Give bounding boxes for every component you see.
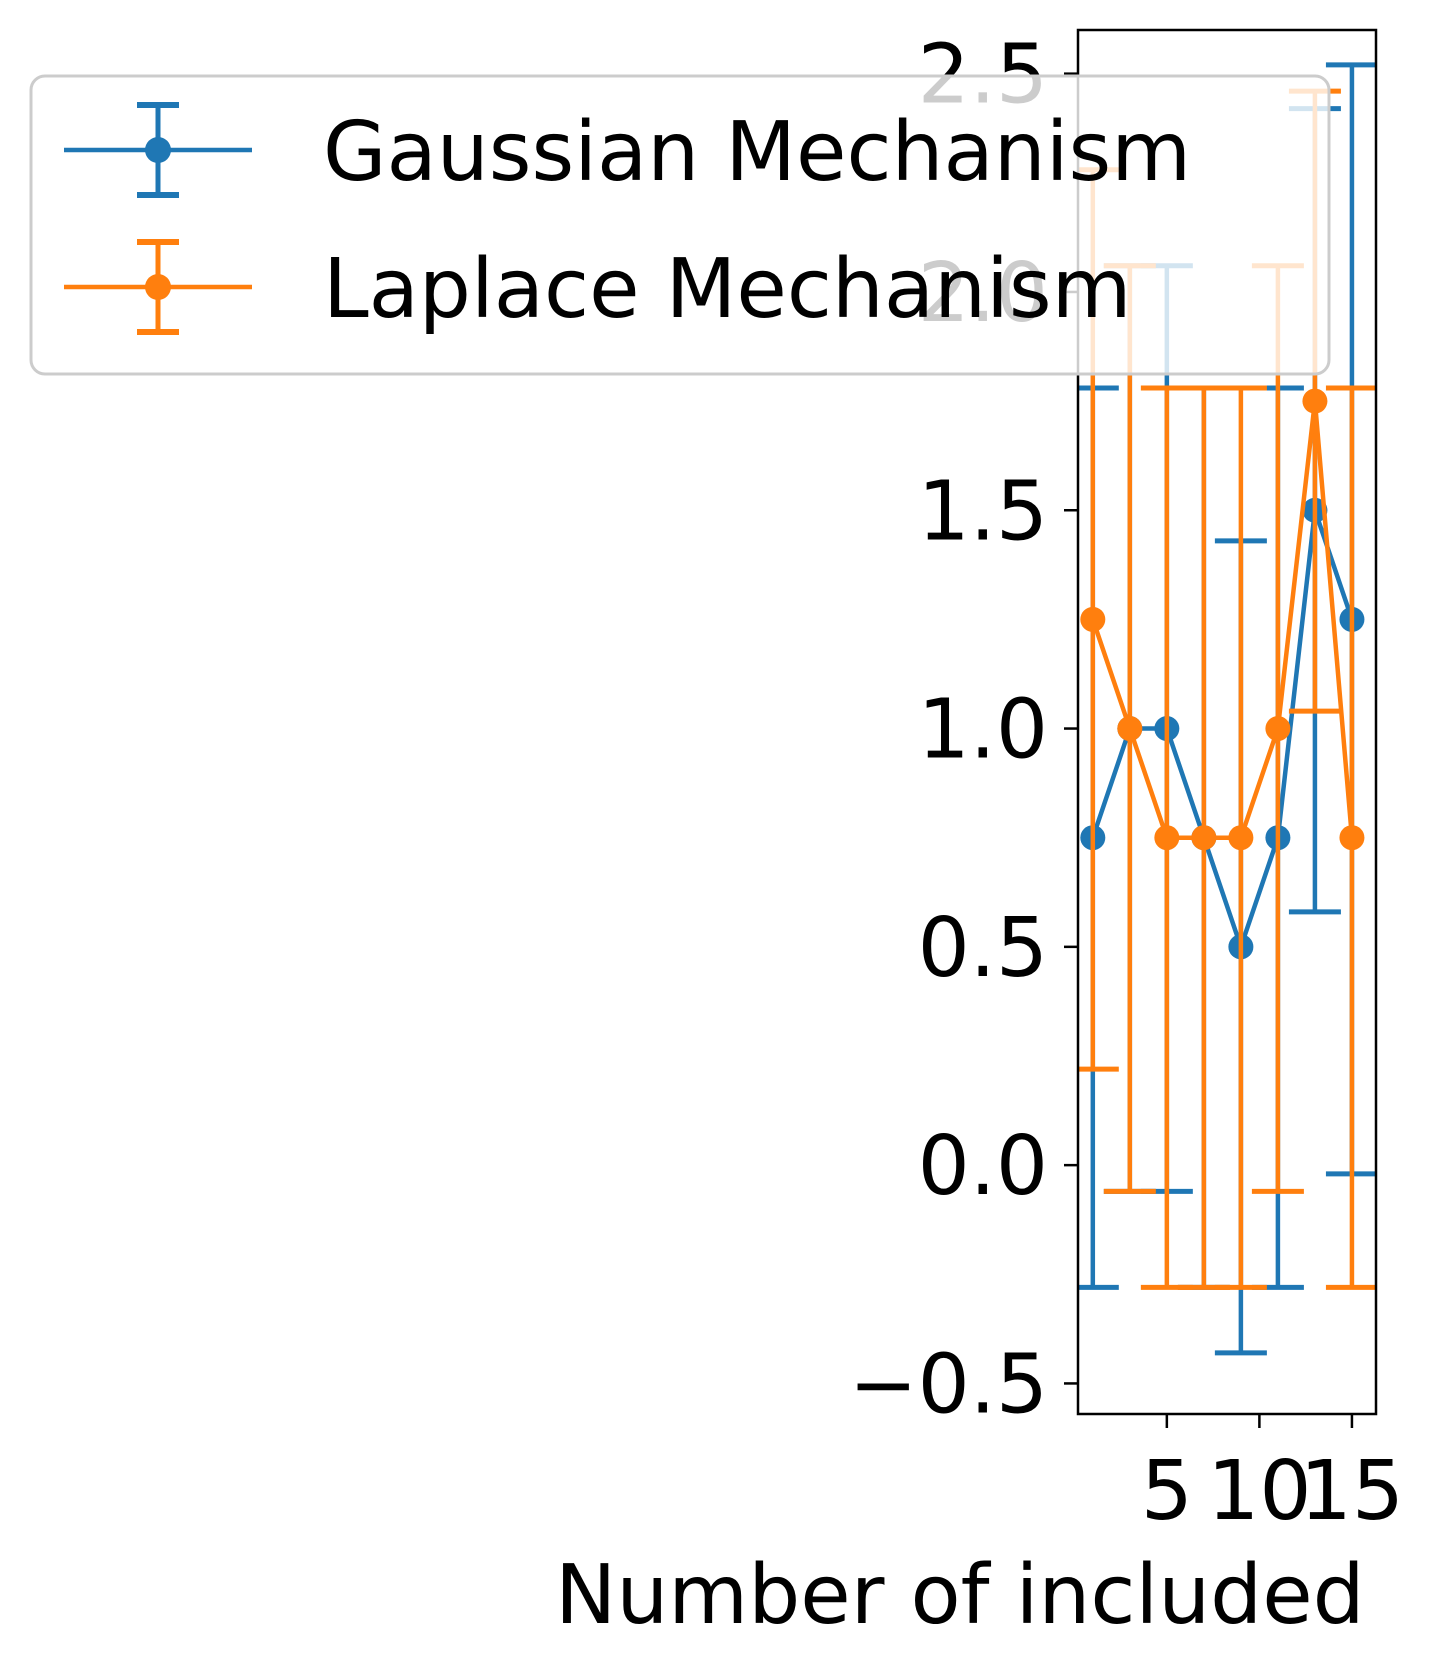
legend-marker [145, 137, 171, 163]
y-tick-label: 1.5 [918, 464, 1048, 559]
x-tick-label: 15 [1300, 1444, 1404, 1539]
legend-marker [145, 274, 171, 300]
legend-entry-1: Gaussian Mechanism [64, 102, 1191, 200]
data-point [1228, 825, 1254, 851]
legend-label: Laplace Mechanism [323, 242, 1131, 337]
data-point [1191, 825, 1217, 851]
legend-entry-2: Laplace Mechanism [64, 239, 1131, 337]
x-axis-label: Number of included [555, 1548, 1365, 1643]
legend-label: Gaussian Mechanism [323, 105, 1191, 200]
x-tick-label: 10 [1207, 1444, 1311, 1539]
data-point [1302, 388, 1328, 414]
data-point [1339, 825, 1365, 851]
data-point [1117, 716, 1143, 742]
legend-box [29, 74, 1331, 376]
x-tick-label: 5 [1141, 1444, 1193, 1539]
y-tick-label: −0.5 [849, 1337, 1048, 1432]
data-point [1154, 825, 1180, 851]
y-tick-label: 0.0 [918, 1119, 1048, 1214]
legend: Gaussian Mechanism Laplace Mechanism [29, 74, 1331, 376]
y-tick-label: 1.0 [918, 683, 1048, 778]
y-tick-label: 0.5 [918, 901, 1048, 996]
data-point [1265, 716, 1291, 742]
data-point [1080, 606, 1106, 632]
axes-frame [1076, 28, 1378, 1416]
series-line [1090, 400, 1355, 840]
